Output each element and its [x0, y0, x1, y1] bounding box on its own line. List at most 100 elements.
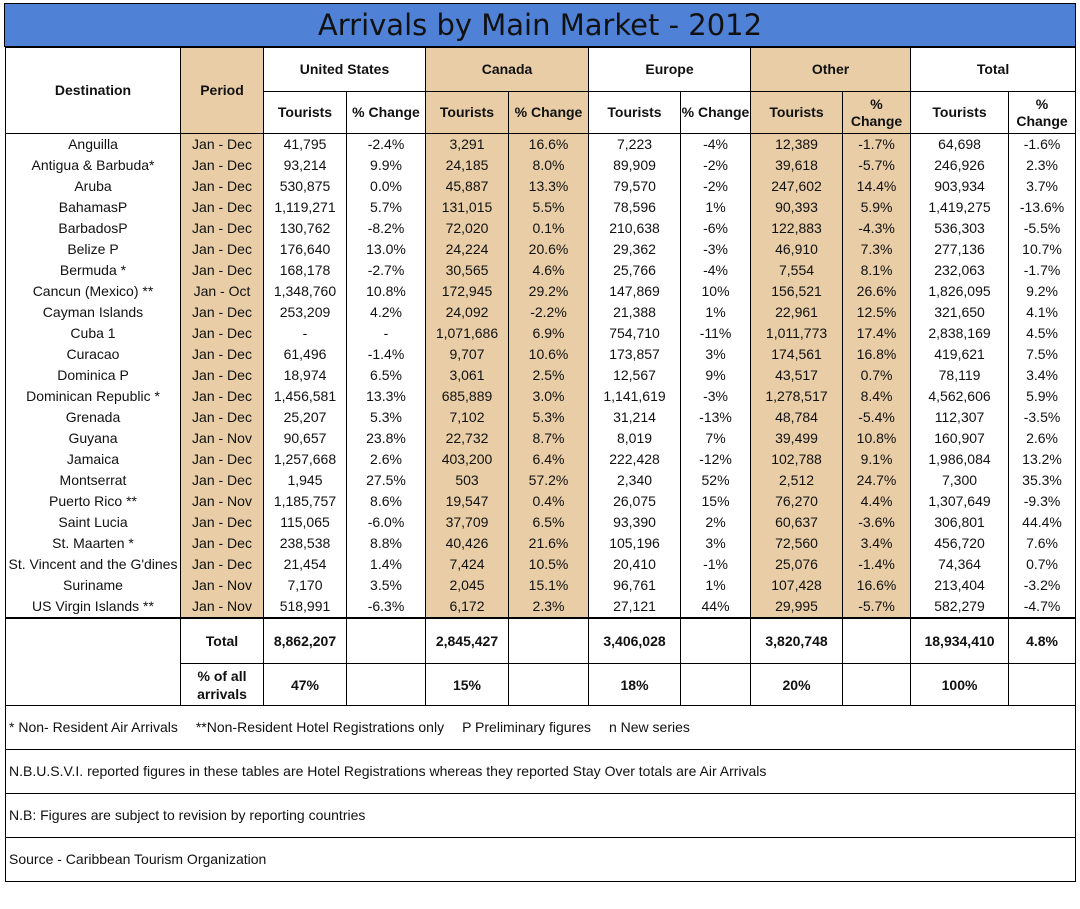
value-cell: 582,279 [910, 596, 1010, 618]
value-cell: 306,801 [910, 512, 1010, 533]
value-cell: -3.5% [1008, 407, 1077, 428]
empty-cell [842, 663, 912, 706]
value-cell: 19,547 [425, 491, 509, 512]
value-cell: 96,761 [588, 575, 682, 596]
sub-header: Tourists [588, 91, 682, 134]
value-cell: -2.4% [346, 133, 426, 155]
value-cell: 9.1% [842, 449, 912, 470]
data-row: Bermuda * Jan - Dec 168,178 -2.7% 30,565 4.6%… [5, 260, 1077, 281]
value-cell: 247,602 [750, 176, 844, 197]
destination-cell: Anguilla [5, 133, 181, 155]
value-cell: 7,554 [750, 260, 844, 281]
data-row: Dominica P Jan - Dec 18,974 6.5% 3,061 2.5% 12… [5, 365, 1077, 386]
sub-header: % Change [1008, 91, 1077, 134]
destination-cell: Curacao [5, 344, 181, 365]
value-cell: 13.3% [507, 176, 590, 197]
note-cell: N.B: Figures are subject to revision by … [4, 793, 1077, 838]
value-cell: 1% [680, 575, 752, 596]
total-value: 3,406,028 [588, 617, 682, 664]
value-cell: -6% [680, 218, 752, 239]
value-cell: -6.0% [346, 512, 426, 533]
share-value: 20% [750, 663, 844, 706]
value-cell: 1% [680, 302, 752, 323]
value-cell: 147,869 [588, 281, 682, 302]
value-cell: 2,512 [750, 470, 844, 491]
period-cell: Jan - Dec [180, 133, 264, 155]
value-cell: -13.6% [1008, 197, 1077, 218]
value-cell: 253,209 [263, 302, 347, 323]
value-cell: 5.9% [1008, 386, 1077, 407]
value-cell: 321,650 [910, 302, 1010, 323]
value-cell: -8.2% [346, 218, 426, 239]
value-cell: 1,119,271 [263, 197, 347, 218]
value-cell: 3% [680, 344, 752, 365]
value-cell: 12,567 [588, 365, 682, 386]
value-cell: 3.7% [1008, 176, 1077, 197]
value-cell: 685,889 [425, 386, 509, 407]
value-cell: -4% [680, 260, 752, 281]
note-row: N.B: Figures are subject to revision by … [4, 793, 1077, 838]
value-cell: 174,561 [750, 344, 844, 365]
sub-header: % Change [507, 91, 590, 134]
data-row: Jamaica Jan - Dec 1,257,668 2.6% 403,200 6.4%… [5, 449, 1077, 470]
value-cell: -2.2% [507, 302, 590, 323]
value-cell: 29,362 [588, 239, 682, 260]
value-cell: 536,303 [910, 218, 1010, 239]
value-cell: -11% [680, 323, 752, 344]
period-cell: Jan - Dec [180, 365, 264, 386]
value-cell: 3,061 [425, 365, 509, 386]
total-row: Total 8,862,207 2,845,427 3,406,028 3,820,74… [5, 617, 1077, 706]
destination-cell: Dominica P [5, 365, 181, 386]
share-value: 47% [263, 663, 347, 706]
value-cell: 456,720 [910, 533, 1010, 554]
data-row: Cancun (Mexico) ** Jan - Oct 1,348,760 10.8… [5, 281, 1077, 302]
total-value: 2,845,427 [425, 617, 509, 664]
value-cell: 1,826,095 [910, 281, 1010, 302]
value-cell: -5.7% [842, 155, 912, 176]
empty-cell [507, 663, 590, 706]
total-value: 8,862,207 [263, 617, 347, 664]
value-cell: 78,596 [588, 197, 682, 218]
value-cell: 22,961 [750, 302, 844, 323]
value-cell: 9.2% [1008, 281, 1077, 302]
value-cell: 102,788 [750, 449, 844, 470]
legend-item: **Non-Resident Hotel Registrations only [195, 719, 445, 735]
value-cell: 168,178 [263, 260, 347, 281]
value-cell: 31,214 [588, 407, 682, 428]
data-row: Aruba Jan - Dec 530,875 0.0% 45,887 13.3% 79,5… [5, 176, 1077, 197]
value-cell: 503 [425, 470, 509, 491]
value-cell: 3.5% [346, 575, 426, 596]
value-cell: -4.7% [1008, 596, 1077, 618]
value-cell: 29.2% [507, 281, 590, 302]
value-cell: -6.3% [346, 596, 426, 618]
value-cell: 6.9% [507, 323, 590, 344]
value-cell: 7,300 [910, 470, 1010, 491]
value-cell: 530,875 [263, 176, 347, 197]
value-cell: -2% [680, 176, 752, 197]
value-cell: 16.6% [842, 575, 912, 596]
value-cell: 130,762 [263, 218, 347, 239]
destination-cell: Guyana [5, 428, 181, 449]
data-row: BarbadosP Jan - Dec 130,762 -8.2% 72,020 0.1%… [5, 218, 1077, 239]
value-cell: 176,640 [263, 239, 347, 260]
value-cell: -4.3% [842, 218, 912, 239]
value-cell: 25,076 [750, 554, 844, 575]
value-cell: 37,709 [425, 512, 509, 533]
header-row: Destination Period United States Canada Eu… [5, 47, 1077, 134]
value-cell: 27.5% [346, 470, 426, 491]
value-cell: -1% [680, 554, 752, 575]
value-cell: 122,883 [750, 218, 844, 239]
data-row: Cuba 1 Jan - Dec - -1,071,686 6.9% 754,710 -11… [5, 323, 1077, 344]
value-cell: 15% [680, 491, 752, 512]
value-cell: -4% [680, 133, 752, 155]
value-cell: 8.1% [842, 260, 912, 281]
value-cell: -1.4% [346, 344, 426, 365]
value-cell: 9,707 [425, 344, 509, 365]
period-cell: Jan - Dec [180, 407, 264, 428]
value-cell: 419,621 [910, 344, 1010, 365]
value-cell: 24.7% [842, 470, 912, 491]
value-cell: 1,257,668 [263, 449, 347, 470]
value-cell: 25,207 [263, 407, 347, 428]
value-cell: 21.6% [507, 533, 590, 554]
value-cell: 1,307,649 [910, 491, 1010, 512]
